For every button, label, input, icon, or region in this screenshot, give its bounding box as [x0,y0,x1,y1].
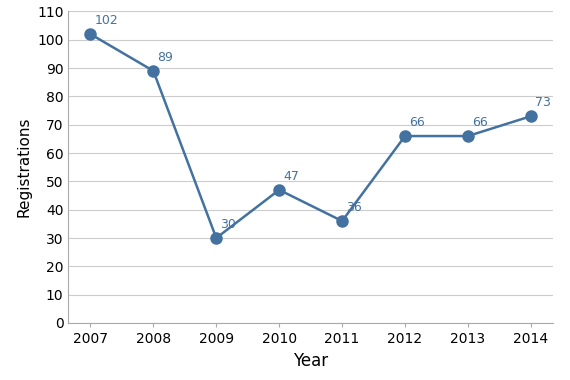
Text: 66: 66 [409,116,425,129]
Text: 36: 36 [347,201,362,214]
Text: 30: 30 [221,218,237,231]
Text: 102: 102 [95,14,119,27]
Y-axis label: Registrations: Registrations [17,117,31,217]
Text: 66: 66 [472,116,488,129]
Text: 47: 47 [283,170,299,183]
Text: 89: 89 [157,51,173,64]
X-axis label: Year: Year [293,352,328,370]
Text: 73: 73 [535,96,551,109]
